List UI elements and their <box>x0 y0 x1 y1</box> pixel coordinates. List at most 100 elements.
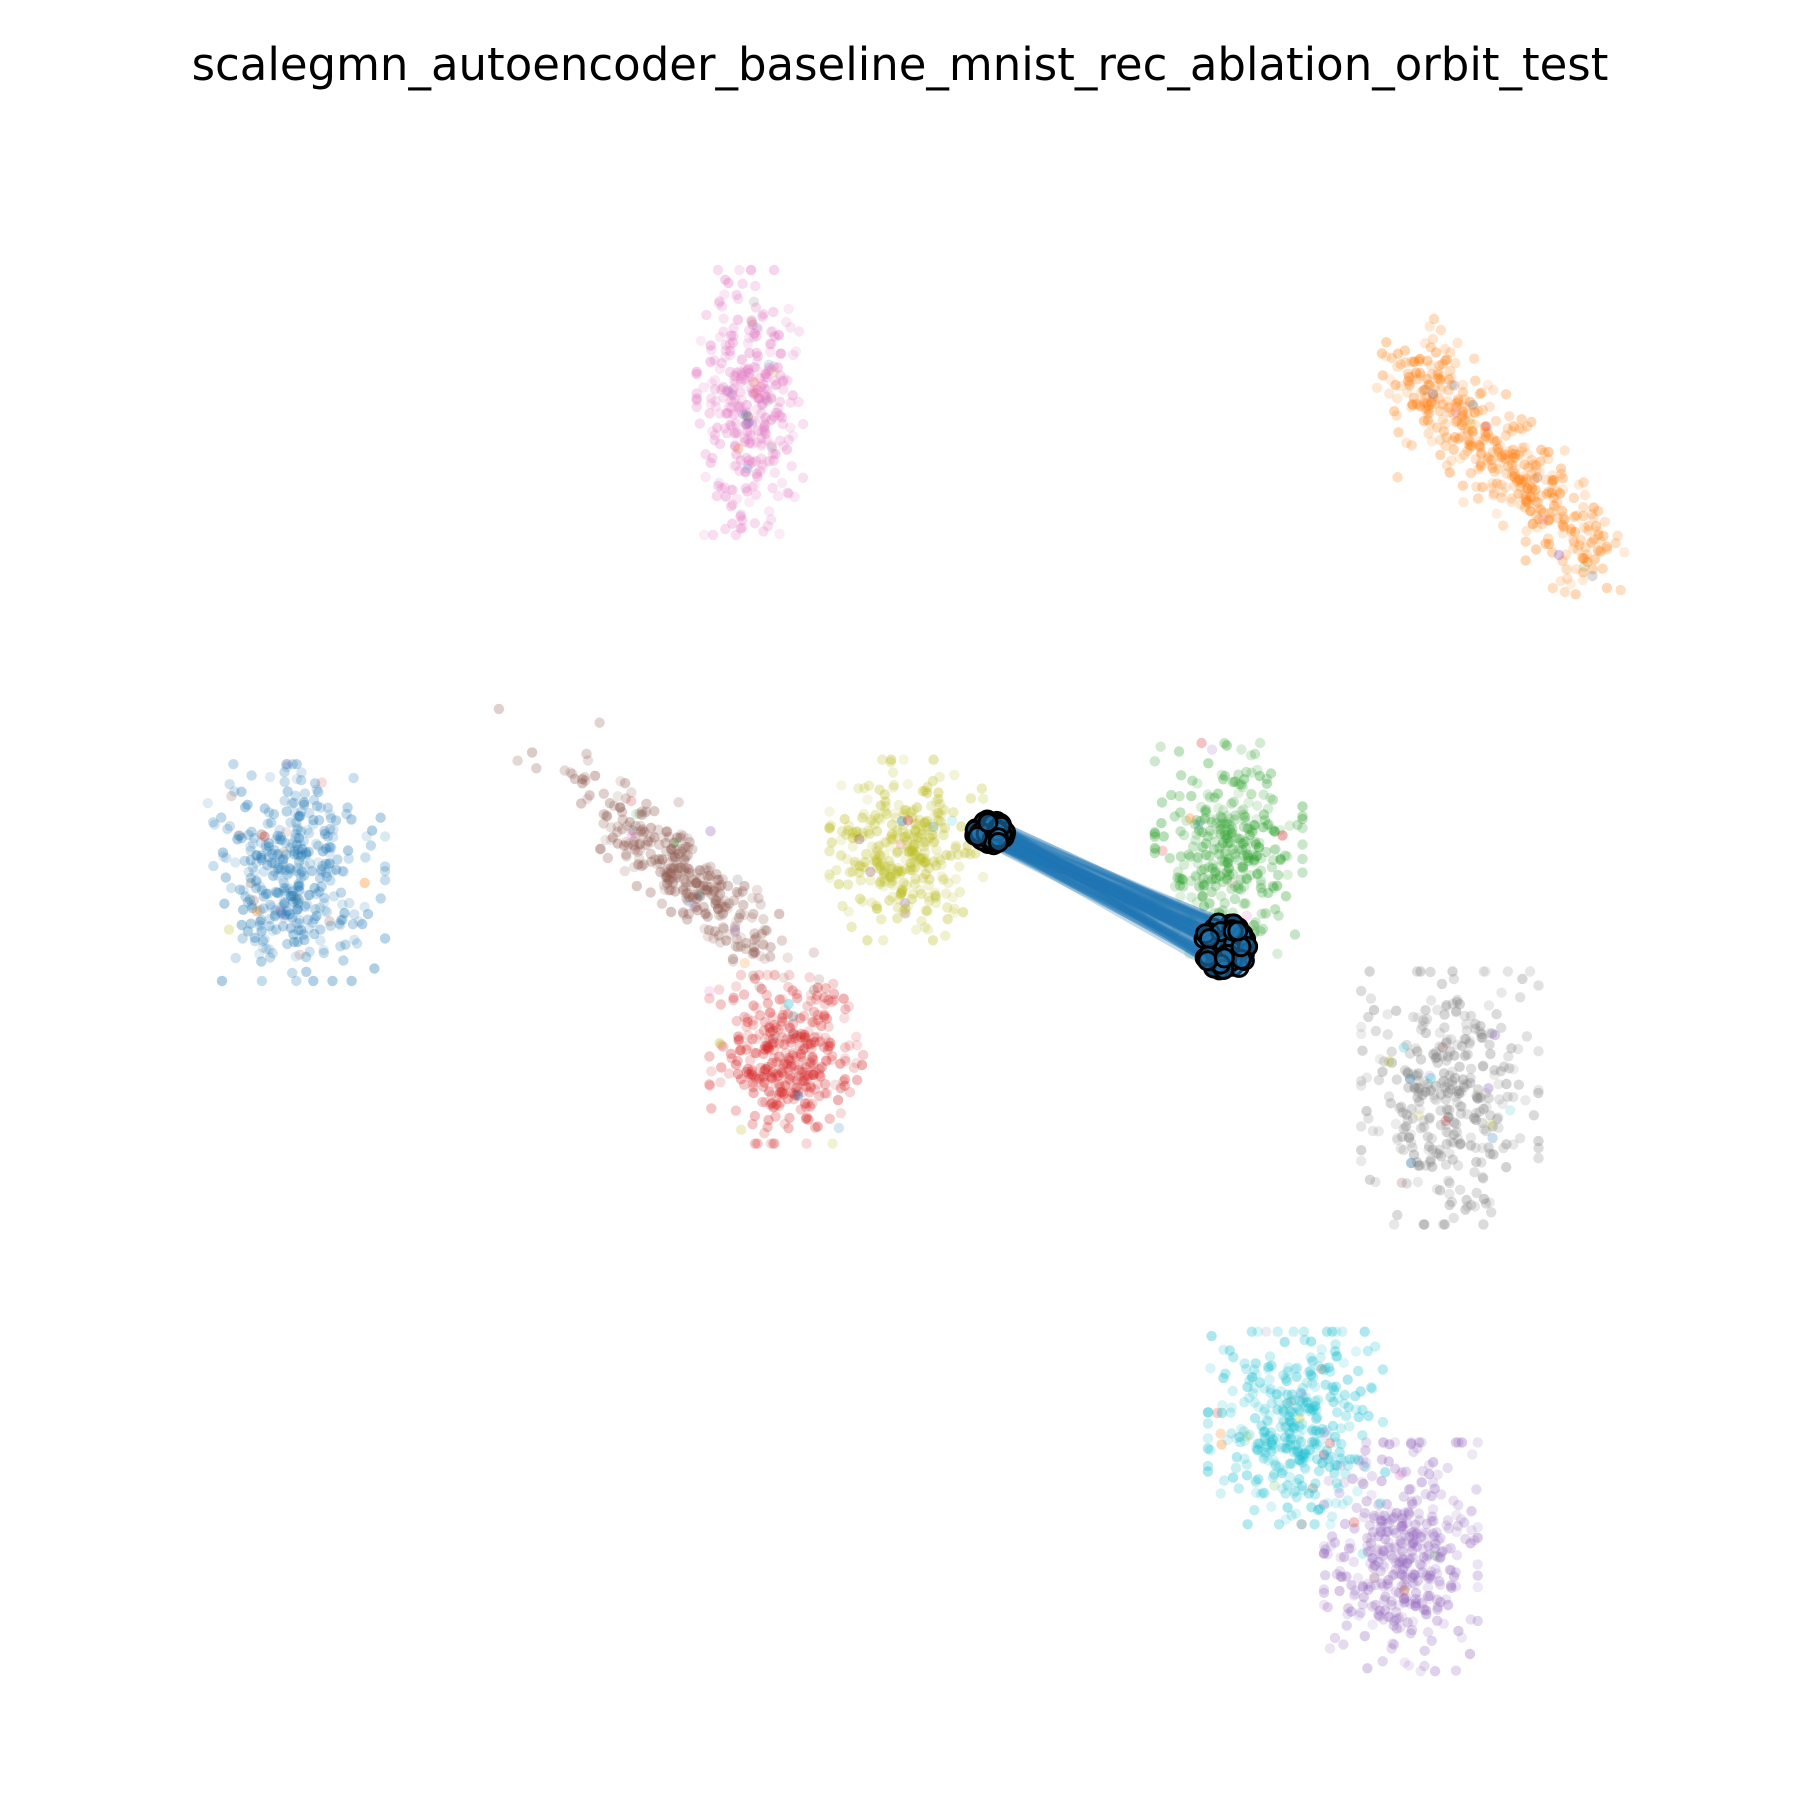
scatter-point <box>744 1055 756 1066</box>
scatter-point <box>702 911 713 922</box>
scatter-point <box>730 1105 742 1116</box>
scatter-point <box>926 800 937 812</box>
scatter-point <box>642 836 654 847</box>
scatter-point <box>1376 1527 1387 1538</box>
scatter-point <box>1520 536 1531 547</box>
scatter-point <box>1422 400 1434 412</box>
scatter-point <box>1479 434 1490 445</box>
scatter-point <box>1362 1663 1373 1674</box>
scatter-point <box>727 518 738 529</box>
scatter-point <box>905 857 916 869</box>
scatter-point <box>1309 1519 1320 1530</box>
scatter-point <box>919 817 931 828</box>
scatter-point <box>768 1053 779 1064</box>
scatter-point <box>1424 1572 1435 1583</box>
scatter-point <box>771 1057 782 1068</box>
scatter-point <box>694 880 706 891</box>
scatter-point <box>771 378 783 390</box>
scatter-point <box>1189 819 1201 830</box>
scatter-point <box>1307 1378 1318 1389</box>
scatter-point <box>744 455 755 466</box>
scatter-point <box>1417 1567 1428 1578</box>
scatter-point <box>785 397 796 408</box>
scatter-point <box>872 862 883 874</box>
scatter-point <box>1432 369 1443 380</box>
scatter-point <box>738 409 749 420</box>
scatter-point <box>769 375 780 386</box>
scatter-point <box>1383 1542 1394 1553</box>
scatter-point <box>965 793 977 804</box>
scatter-point <box>800 1101 812 1113</box>
scatter-point <box>929 834 941 846</box>
scatter-point <box>786 461 797 472</box>
scatter-point <box>657 854 668 865</box>
scatter-point <box>740 419 751 430</box>
scatter-point <box>778 1088 790 1100</box>
scatter-point <box>879 806 890 817</box>
scatter-point <box>1388 1512 1400 1523</box>
scatter-point <box>294 868 306 880</box>
scatter-point <box>1425 1073 1437 1084</box>
scatter-point <box>242 799 253 810</box>
scatter-point <box>1438 1075 1449 1087</box>
scatter-point <box>276 835 288 846</box>
scatter-point <box>314 872 326 884</box>
scatter-point <box>615 776 626 787</box>
scatter-point <box>319 828 331 840</box>
scatter-point <box>735 932 747 943</box>
scatter-point <box>795 1013 806 1024</box>
scatter-point <box>1396 1580 1407 1591</box>
scatter-point <box>1300 1444 1312 1455</box>
scatter-point <box>806 1043 817 1054</box>
scatter-point <box>742 364 753 376</box>
scatter-point <box>773 402 784 414</box>
scatter-point <box>1464 442 1476 453</box>
scatter-point <box>917 786 928 797</box>
scatter-point <box>758 1071 769 1083</box>
scatter-point <box>820 983 831 994</box>
scatter-point <box>1441 1037 1452 1049</box>
scatter-point <box>1482 379 1494 391</box>
scatter-point <box>823 1036 834 1047</box>
scatter-point <box>1464 396 1476 407</box>
scatter-point <box>1226 877 1238 888</box>
scatter-point <box>1365 1532 1377 1543</box>
scatter-point <box>931 844 942 856</box>
scatter-point <box>247 902 258 914</box>
scatter-point <box>218 851 229 862</box>
cluster-c3 <box>704 969 869 1149</box>
scatter-point <box>887 891 898 903</box>
scatter-point <box>1401 1039 1412 1051</box>
scatter-point <box>847 832 858 844</box>
scatter-point <box>632 846 643 857</box>
scatter-point <box>749 1110 761 1122</box>
scatter-point <box>275 831 286 842</box>
scatter-point <box>758 312 769 323</box>
scatter-point <box>1494 1094 1505 1105</box>
scatter-point <box>1187 775 1198 786</box>
scatter-point <box>1489 1029 1501 1041</box>
scatter-point <box>769 1030 781 1041</box>
scatter-point <box>950 840 962 851</box>
scatter-point <box>909 848 920 860</box>
scatter-point <box>725 1048 737 1060</box>
scatter-point <box>1459 393 1470 405</box>
scatter-point <box>1333 1482 1344 1494</box>
scatter-point <box>1403 1132 1415 1143</box>
scatter-point <box>635 820 646 832</box>
scatter-point <box>259 831 270 842</box>
scatter-point <box>1579 561 1590 572</box>
scatter-point <box>1503 451 1514 462</box>
scatter-point <box>1278 1370 1289 1381</box>
scatter-point <box>1195 801 1207 813</box>
scatter-point <box>739 436 750 447</box>
scatter-point <box>713 874 725 886</box>
scatter-point <box>1558 511 1569 522</box>
scatter-point <box>1424 1070 1435 1082</box>
scatter-point <box>309 882 320 894</box>
scatter-point <box>1475 1020 1486 1032</box>
scatter-point <box>582 793 593 805</box>
scatter-point <box>311 784 322 795</box>
scatter-point <box>1420 1086 1431 1097</box>
scatter-point <box>1423 428 1434 439</box>
